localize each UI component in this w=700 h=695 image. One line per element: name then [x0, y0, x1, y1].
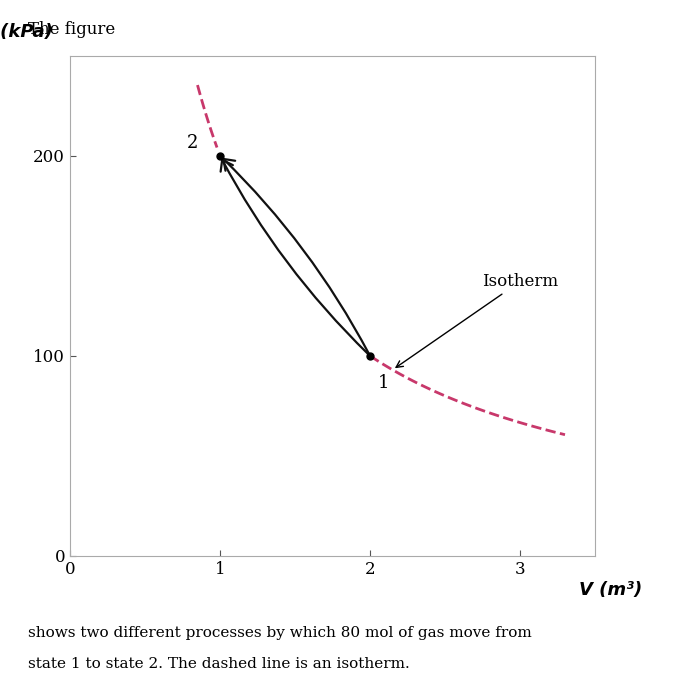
Text: 2: 2 [187, 133, 198, 152]
Text: state 1 to state 2. The dashed line is an isotherm.: state 1 to state 2. The dashed line is a… [28, 657, 409, 671]
Text: The figure: The figure [28, 21, 116, 38]
FancyArrowPatch shape [220, 160, 368, 354]
Y-axis label: p (kPa): p (kPa) [0, 23, 53, 40]
FancyArrowPatch shape [223, 159, 369, 353]
Text: 1: 1 [377, 374, 389, 392]
X-axis label: V (m³): V (m³) [579, 581, 643, 599]
Text: Isotherm: Isotherm [396, 272, 559, 368]
Text: shows two different processes by which 80 mol of gas move from: shows two different processes by which 8… [28, 626, 532, 639]
